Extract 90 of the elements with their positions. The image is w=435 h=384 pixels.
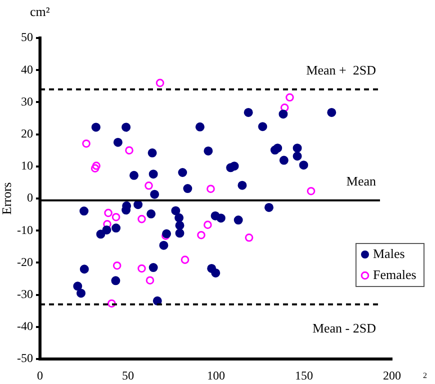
point [122, 122, 131, 132]
x-tick-label: 100 [207, 368, 225, 382]
point [171, 206, 180, 216]
point [280, 104, 289, 112]
point [159, 240, 168, 250]
y-tick-label: 0 [27, 190, 33, 205]
point [146, 209, 156, 218]
point [111, 276, 120, 286]
point [292, 152, 302, 161]
point [134, 200, 143, 210]
point [156, 78, 164, 88]
x-tick-label: 50 [122, 368, 134, 382]
point [138, 214, 146, 224]
point [278, 110, 288, 119]
y-tick-label: -30 [17, 286, 33, 301]
point [144, 182, 153, 190]
point [286, 93, 294, 102]
text: cm² [30, 4, 50, 20]
point [82, 139, 90, 148]
point [103, 220, 112, 228]
x-tick-label: 150 [295, 368, 313, 382]
point [238, 180, 247, 190]
point [152, 296, 162, 306]
y-tick-label: 40 [21, 62, 33, 76]
point [148, 170, 158, 179]
y-tick-label: -20 [17, 254, 33, 269]
point [175, 220, 184, 230]
point [96, 230, 106, 239]
point [92, 162, 100, 170]
y-tick-label: 50 [21, 30, 33, 44]
point [258, 122, 268, 132]
point [180, 256, 190, 264]
point [113, 138, 122, 147]
text: 2 [423, 371, 427, 380]
point [107, 299, 116, 308]
point [244, 108, 253, 117]
point [112, 212, 120, 222]
ref-line-label: Mean - 2SD [312, 320, 376, 336]
point [104, 208, 112, 218]
point [306, 186, 316, 196]
y-tick-label: -40 [17, 319, 33, 334]
point [73, 282, 82, 291]
point [112, 224, 121, 233]
point [102, 225, 112, 234]
point [197, 230, 206, 240]
point [206, 184, 215, 194]
point [299, 160, 308, 170]
point [183, 184, 192, 194]
legend-label: Females [373, 266, 416, 282]
point [230, 162, 239, 171]
x-tick-label: 0 [37, 368, 43, 382]
point [76, 288, 86, 298]
point [112, 261, 122, 270]
point [175, 228, 184, 238]
point [148, 263, 158, 272]
point [279, 156, 288, 165]
point [273, 144, 282, 153]
point [91, 122, 100, 132]
legend-label: Males [373, 246, 405, 261]
point [195, 122, 204, 132]
point [146, 276, 154, 285]
point [292, 144, 302, 153]
point [327, 108, 336, 117]
point [148, 148, 157, 158]
point [216, 214, 226, 223]
point [90, 164, 100, 172]
point [80, 206, 88, 216]
point [150, 190, 160, 199]
point [80, 264, 89, 274]
ref-line-label: Mean [346, 173, 376, 188]
point [211, 268, 220, 278]
ref-line-label: Mean + 2SD [306, 62, 376, 78]
point [244, 234, 254, 242]
point [174, 213, 184, 222]
point [264, 202, 274, 212]
point [125, 146, 134, 154]
y-axis-title: Errors [0, 182, 14, 215]
point [204, 220, 212, 229]
point [129, 170, 138, 180]
point [162, 229, 172, 238]
point [204, 146, 213, 156]
point [234, 216, 243, 225]
y-tick-label: 20 [21, 126, 33, 140]
y-tick-label: 10 [21, 158, 33, 173]
point [138, 264, 146, 273]
point [178, 168, 188, 177]
y-tick-label: -50 [17, 351, 33, 366]
x-tick-label: 200 [383, 368, 401, 382]
y-tick-label: 30 [21, 94, 33, 108]
y-tick-label: -10 [17, 222, 33, 237]
